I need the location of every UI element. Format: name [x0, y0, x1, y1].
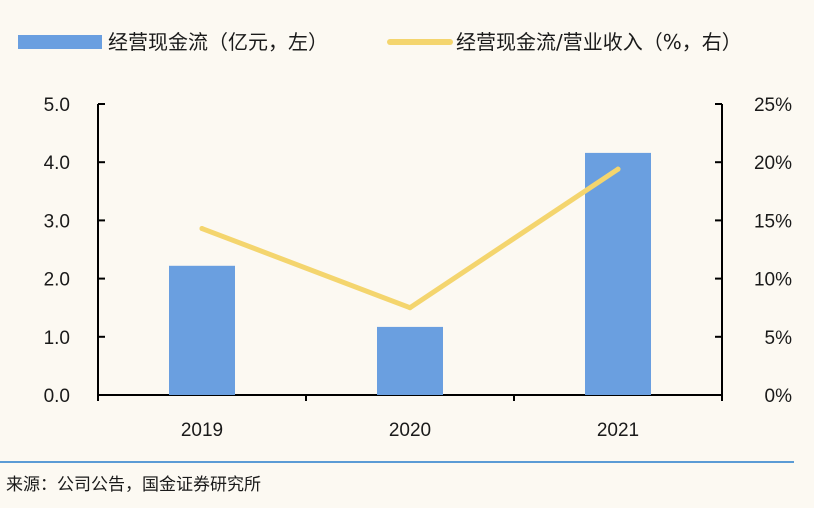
- legend-bar-label: 经营现金流（亿元，左）: [108, 30, 328, 54]
- legend: 经营现金流（亿元，左） 经营现金流/营业收入（%，右）: [18, 30, 742, 54]
- legend-line-label: 经营现金流/营业收入（%，右）: [456, 30, 742, 54]
- bar: [377, 326, 443, 395]
- right-axis-tick-label: 5%: [765, 328, 793, 349]
- bar-series: [169, 152, 651, 395]
- left-axis-tick-label: 0.0: [44, 386, 70, 407]
- bar: [169, 265, 235, 395]
- tick-labels: 0.0 1.0 2.0 3.0 4.0 5.0 0% 5% 10% 15% 20% 25% 2019 20…: [44, 95, 793, 441]
- left-axis-tick-label: 3.0: [44, 211, 70, 232]
- bar: [585, 152, 651, 395]
- line-series: [199, 166, 621, 311]
- x-axis-tick-label: 2021: [597, 420, 639, 441]
- x-axis-tick-label: 2020: [389, 420, 431, 441]
- left-axis-tick-label: 1.0: [44, 328, 70, 349]
- right-axis-tick-label: 15%: [754, 211, 792, 232]
- right-axis-tick-label: 25%: [754, 95, 792, 116]
- left-axis-tick-label: 2.0: [44, 270, 70, 291]
- right-axis-tick-label: 10%: [754, 270, 792, 291]
- left-axis-tick-label: 5.0: [44, 95, 70, 116]
- right-axis-tick-label: 0%: [765, 386, 793, 407]
- combo-chart: 经营现金流（亿元，左） 经营现金流/营业收入（%，右） 0.0 1.0 2.0 3.0…: [18, 30, 793, 441]
- source-note: 来源：公司公告，国金证券研究所: [6, 475, 261, 495]
- legend-bar-swatch: [18, 35, 102, 49]
- ratio-line: [199, 166, 621, 311]
- left-axis-tick-label: 4.0: [44, 153, 70, 174]
- x-axis-tick-label: 2019: [181, 420, 223, 441]
- ratio-point: [199, 226, 205, 232]
- right-axis-tick-label: 20%: [754, 153, 792, 174]
- ratio-point: [615, 166, 621, 172]
- source-divider: [0, 461, 794, 463]
- ratio-point: [407, 305, 413, 311]
